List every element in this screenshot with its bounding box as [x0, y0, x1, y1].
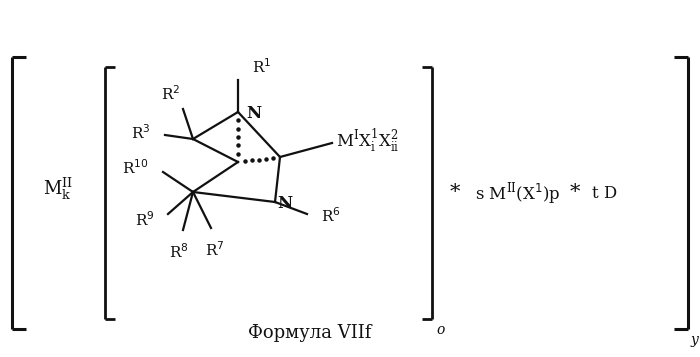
Text: N: N: [246, 106, 261, 122]
Text: R$^{10}$: R$^{10}$: [122, 159, 149, 177]
Text: R$^7$: R$^7$: [205, 240, 225, 259]
Text: R$^1$: R$^1$: [252, 57, 272, 76]
Text: y: y: [691, 333, 699, 347]
Text: R$^6$: R$^6$: [321, 207, 341, 225]
Text: t D: t D: [592, 185, 617, 201]
Text: Формула VIIf: Формула VIIf: [248, 324, 372, 342]
Text: M$^\mathregular{I}$X$_\mathregular{i}^\mathregular{1}$X$_\mathregular{ii}^\mathr: M$^\mathregular{I}$X$_\mathregular{i}^\m…: [336, 127, 400, 155]
Text: R$^8$: R$^8$: [169, 242, 189, 261]
Text: R$^3$: R$^3$: [132, 124, 151, 142]
Text: R$^9$: R$^9$: [135, 211, 155, 229]
Text: M$_\mathregular{k}^{\mathregular{II}}$: M$_\mathregular{k}^{\mathregular{II}}$: [43, 176, 73, 202]
Text: o: o: [436, 323, 445, 337]
Text: N: N: [277, 196, 292, 212]
Text: s M$^\mathregular{II}$(X$^1$)p: s M$^\mathregular{II}$(X$^1$)p: [475, 180, 560, 206]
Text: R$^2$: R$^2$: [161, 84, 181, 103]
Text: *: *: [570, 183, 580, 202]
Text: *: *: [449, 183, 461, 202]
